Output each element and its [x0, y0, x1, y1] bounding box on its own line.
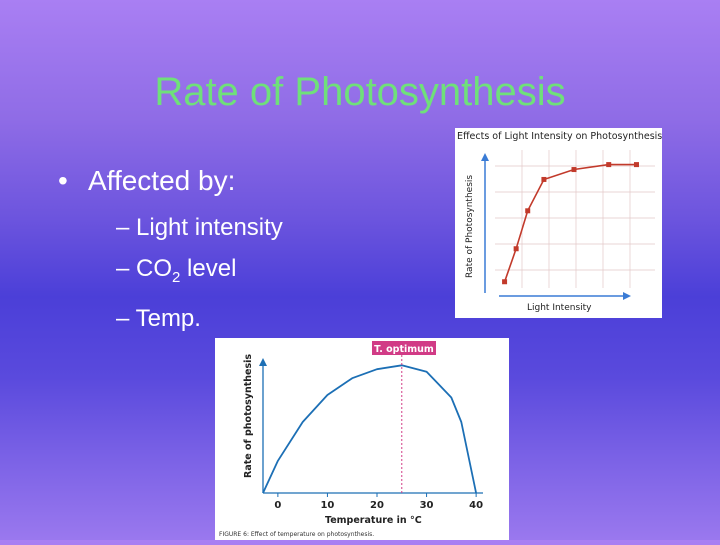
- chart2-tick-label: 10: [320, 500, 334, 511]
- t-optimum-banner: [372, 341, 436, 355]
- slide-title: Rate of Photosynthesis: [154, 70, 566, 114]
- chart2-series-line: [262, 364, 477, 494]
- chart2-tick-label: 30: [420, 500, 434, 511]
- chart1-point: [571, 167, 577, 173]
- chart1-point: [525, 208, 531, 214]
- light-intensity-figure: Effects of Light Intensity on Photosynth…: [455, 128, 662, 318]
- chart1-ylabel: Rate of Photosynthesis: [465, 175, 475, 278]
- sub-item-text-after: level: [180, 255, 237, 282]
- chart1-xlabel: Light Intensity: [527, 303, 592, 313]
- chart2-ylabel: Rate of photosynthesis: [243, 354, 254, 478]
- temperature-chart: T. optimum Rate of photosynthesis Temper…: [219, 341, 483, 538]
- sub-item-light: – Light intensity: [116, 214, 283, 241]
- chart1-point: [502, 279, 508, 285]
- chart2-plot: [262, 355, 477, 494]
- chart1-point: [513, 246, 519, 252]
- bullet-main-text: Affected by:: [88, 165, 236, 196]
- temperature-figure: T. optimum Rate of photosynthesis Temper…: [215, 338, 509, 540]
- subscript: 2: [172, 268, 181, 286]
- bullet-list: • Affected by: – Light intensity – CO2 le…: [58, 165, 283, 339]
- sub-item-text: Light intensity: [136, 214, 283, 241]
- chart2-tick-label: 0: [274, 500, 281, 511]
- chart2-y-arrowhead: [259, 358, 267, 366]
- chart1-point: [606, 162, 612, 168]
- sub-item-temp: – Temp.: [116, 304, 201, 332]
- chart1-point: [541, 176, 547, 182]
- chart2-tick-label: 20: [370, 500, 384, 511]
- chart1-point: [633, 162, 639, 168]
- chart2-tick-label: 40: [469, 500, 483, 511]
- t-optimum-label: T. optimum: [374, 344, 434, 355]
- chart2-ticks: 0 10 20 30 40: [274, 493, 483, 511]
- chart1-x-arrowhead: [623, 292, 631, 300]
- chart1-series-line: [503, 163, 637, 283]
- sub-item-text: CO: [136, 255, 173, 282]
- chart1-y-arrowhead: [481, 153, 489, 161]
- light-intensity-chart: Effects of Light Intensity on Photosynth…: [457, 131, 662, 313]
- chart1-plot: [502, 162, 639, 285]
- sub-item-text: Temp.: [135, 304, 201, 332]
- bullet-main: • Affected by:: [58, 165, 236, 196]
- chart2-caption: FIGURE 6: Effect of temperature on photo…: [219, 531, 374, 538]
- sub-item-co2: – CO2 level: [116, 255, 237, 286]
- chart1-grid: [495, 150, 655, 288]
- chart1-title: Effects of Light Intensity on Photosynth…: [457, 131, 662, 142]
- chart2-xlabel: Temperature in °C: [325, 515, 422, 526]
